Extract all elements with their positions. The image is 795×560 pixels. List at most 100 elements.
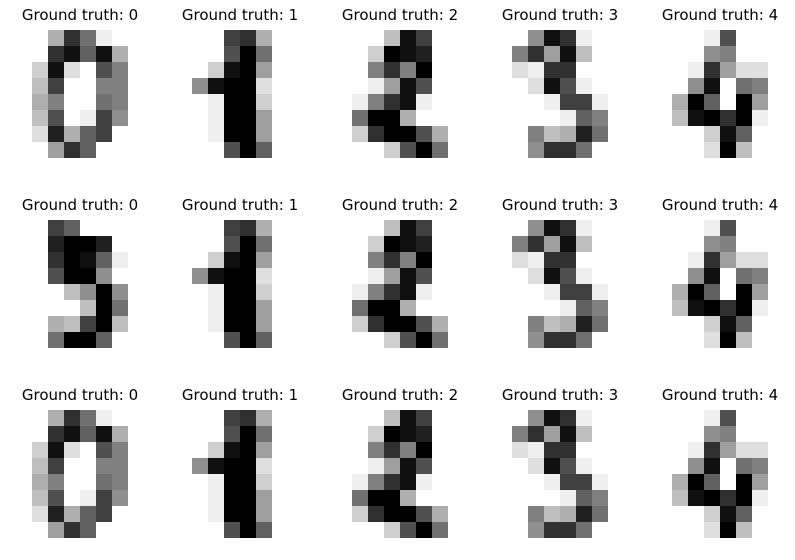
- digit-pixel: [64, 284, 80, 300]
- digit-pixel: [128, 506, 144, 522]
- digit-pixel: [16, 252, 32, 268]
- digit-pixel: [240, 490, 256, 506]
- digit-pixel: [432, 30, 448, 46]
- digit-pixel: [736, 316, 752, 332]
- digit-pixel: [656, 236, 672, 252]
- digit-pixel: [96, 284, 112, 300]
- digit-pixel: [192, 142, 208, 158]
- digit-pixel: [112, 316, 128, 332]
- digit-pixel: [752, 474, 768, 490]
- digit-pixel: [672, 78, 688, 94]
- digit-pixel: [720, 220, 736, 236]
- digit-pixel: [512, 332, 528, 348]
- digit-pixel: [288, 236, 304, 252]
- digit-pixel: [672, 332, 688, 348]
- digit-pixel: [672, 474, 688, 490]
- digit-pixel: [432, 252, 448, 268]
- digit-pixel: [544, 220, 560, 236]
- digit-pixel: [656, 268, 672, 284]
- digit-pixel: [496, 410, 512, 426]
- digit-pixel: [64, 316, 80, 332]
- digit-pixel: [496, 62, 512, 78]
- digit-pixel: [656, 426, 672, 442]
- digit-pixel: [192, 316, 208, 332]
- digit-pixel: [400, 78, 416, 94]
- digit-pixel: [592, 490, 608, 506]
- digit-pixel: [704, 426, 720, 442]
- digit-pixel: [288, 110, 304, 126]
- digit-pixel: [736, 332, 752, 348]
- digit-pixel: [96, 474, 112, 490]
- digit-pixel: [32, 94, 48, 110]
- digit-pixel: [656, 490, 672, 506]
- digit-pixel: [224, 110, 240, 126]
- digit-pixel: [192, 220, 208, 236]
- digit-pixel: [96, 522, 112, 538]
- digit-pixel: [272, 78, 288, 94]
- digit-pixel: [16, 30, 32, 46]
- digit-pixel: [48, 236, 64, 252]
- digit-pixel: [496, 94, 512, 110]
- panel-title: Ground truth: 2: [341, 386, 459, 404]
- digit-pixel: [176, 410, 192, 426]
- digit-pixel: [496, 522, 512, 538]
- digit-pixel: [288, 62, 304, 78]
- digit-pixel: [352, 474, 368, 490]
- digit-pixel: [208, 284, 224, 300]
- digit-pixel: [576, 46, 592, 62]
- digit-pixel: [176, 284, 192, 300]
- digit-pixel: [96, 316, 112, 332]
- digit-pixel: [352, 442, 368, 458]
- digit-pixel: [432, 474, 448, 490]
- digit-pixel: [416, 316, 432, 332]
- digit-pixel: [400, 316, 416, 332]
- digit-image: [336, 410, 464, 538]
- digit-pixel: [768, 142, 784, 158]
- digit-pixel: [272, 332, 288, 348]
- digit-pixel: [720, 506, 736, 522]
- digit-pixel: [528, 474, 544, 490]
- digit-pixel: [608, 442, 624, 458]
- digit-pixel: [656, 46, 672, 62]
- digit-pixel: [288, 426, 304, 442]
- digit-pixel: [256, 78, 272, 94]
- digit-pixel: [32, 300, 48, 316]
- digit-pixel: [224, 332, 240, 348]
- digit-pixel: [384, 46, 400, 62]
- digit-pixel: [64, 126, 80, 142]
- digit-pixel: [704, 442, 720, 458]
- digit-pixel: [768, 62, 784, 78]
- digit-pixel: [240, 300, 256, 316]
- digit-pixel: [704, 236, 720, 252]
- digit-pixel: [688, 268, 704, 284]
- digit-pixel: [512, 316, 528, 332]
- panel-title: Ground truth: 0: [21, 196, 139, 214]
- digit-pixel: [368, 458, 384, 474]
- digit-pixel: [432, 332, 448, 348]
- digit-pixel: [368, 252, 384, 268]
- digit-pixel: [496, 426, 512, 442]
- digit-pixel: [272, 300, 288, 316]
- digit-pixel: [368, 220, 384, 236]
- digit-pixel: [672, 284, 688, 300]
- digit-pixel: [704, 474, 720, 490]
- digit-pixel: [560, 442, 576, 458]
- digit-pixel: [576, 220, 592, 236]
- digit-pixel: [48, 126, 64, 142]
- digit-pixel: [432, 316, 448, 332]
- digit-pixel: [64, 522, 80, 538]
- digit-pixel: [496, 236, 512, 252]
- digit-pixel: [272, 252, 288, 268]
- digit-pixel: [192, 332, 208, 348]
- digit-pixel: [128, 252, 144, 268]
- digit-pixel: [240, 220, 256, 236]
- digit-pixel: [672, 126, 688, 142]
- digit-pixel: [64, 94, 80, 110]
- digit-pixel: [256, 410, 272, 426]
- digit-pixel: [608, 410, 624, 426]
- digit-pixel: [384, 410, 400, 426]
- digit-pixel: [512, 410, 528, 426]
- digit-pixel: [352, 62, 368, 78]
- digit-pixel: [16, 78, 32, 94]
- digit-pixel: [400, 62, 416, 78]
